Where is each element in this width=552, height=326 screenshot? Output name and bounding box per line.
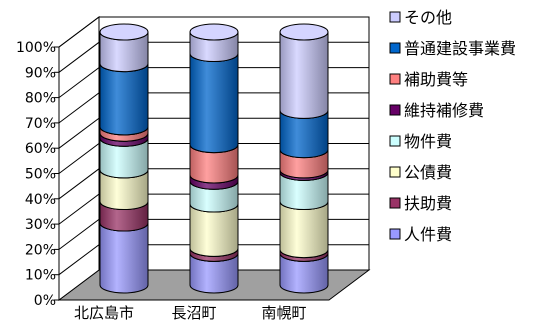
x-tick-label: 北広島市: [74, 304, 134, 322]
legend-swatch: [389, 197, 401, 209]
y-tick-label: 50%: [25, 167, 56, 183]
legend-label: 普通建設事業費: [404, 39, 516, 58]
x-tick-label: 長沼町: [171, 304, 216, 322]
gridline: [58, 193, 369, 225]
legend-label: 物件費: [404, 132, 452, 151]
legend-swatch: [389, 104, 401, 116]
legend-item: 公債費: [389, 163, 452, 182]
legend-swatch: [389, 42, 401, 54]
bar-1: [99, 23, 149, 294]
y-tick-label: 100%: [16, 40, 56, 56]
y-tick-label: 20%: [25, 242, 56, 258]
gridline: [58, 92, 369, 124]
gridline: [58, 41, 369, 73]
y-tick-label: 40%: [25, 192, 56, 208]
legend-item: 人件費: [389, 225, 452, 244]
legend-label: その他: [404, 8, 452, 27]
gridline: [58, 117, 369, 149]
legend-item: 補助費等: [389, 70, 468, 89]
bar-segment: [189, 23, 239, 62]
x-tick-label: 南幌町: [261, 304, 306, 322]
legend-item: 扶助費: [389, 194, 452, 213]
legend-swatch: [389, 135, 401, 147]
y-tick-label: 60%: [25, 141, 56, 157]
bar-segment: [99, 23, 149, 73]
legend-label: 維持補修費: [404, 101, 484, 120]
legend-swatch: [389, 11, 401, 23]
legend-item: 普通建設事業費: [389, 39, 516, 58]
legend-item: 物件費: [389, 132, 452, 151]
bar-3: [279, 23, 329, 294]
gridline: [58, 168, 369, 200]
gridline: [58, 244, 369, 276]
bars: [99, 23, 329, 294]
legend-swatch: [389, 228, 401, 240]
gridline: [58, 67, 369, 98]
y-tick-label: 10%: [25, 268, 56, 284]
x-axis-labels: 北広島市 長沼町 南幌町: [74, 304, 307, 322]
gridline: [58, 143, 369, 174]
legend-label: 公債費: [404, 163, 452, 182]
bar-2: [189, 23, 239, 294]
legend-label: 扶助費: [404, 194, 452, 213]
legend-item: 維持補修費: [389, 101, 484, 120]
bar-segment: [279, 23, 329, 119]
y-tick-label: 70%: [25, 116, 56, 132]
legend-item: その他: [389, 8, 452, 27]
gridline: [58, 16, 369, 48]
gridline: [58, 218, 369, 250]
y-tick-label: 90%: [25, 65, 56, 81]
y-axis-ticks: 0% 10% 20% 30% 40% 50% 60% 70% 80% 90% 100%: [16, 40, 59, 309]
gridlines: [58, 16, 369, 276]
y-tick-label: 80%: [25, 91, 56, 107]
legend-swatch: [389, 166, 401, 178]
legend-label: 補助費等: [404, 70, 468, 89]
y-tick-label: 0%: [34, 293, 56, 309]
legend-label: 人件費: [404, 225, 452, 244]
legend-swatch: [389, 73, 401, 85]
y-tick-label: 30%: [25, 217, 56, 233]
